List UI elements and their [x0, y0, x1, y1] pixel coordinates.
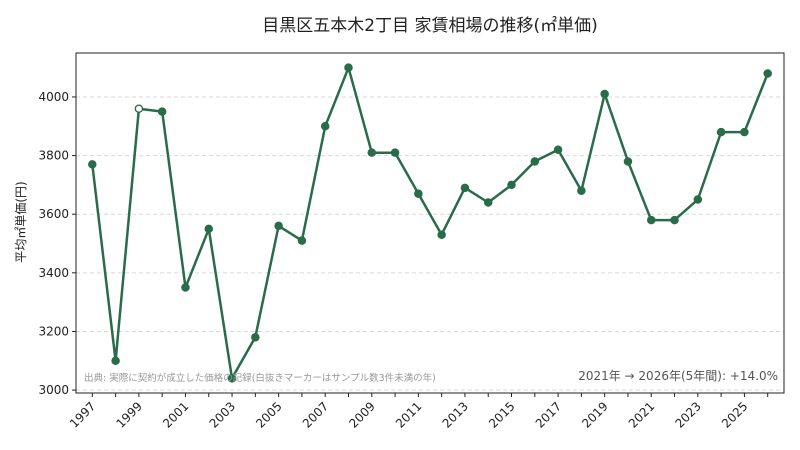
x-tick-label-2005: 2005 [253, 399, 284, 430]
data-point-2023 [693, 195, 703, 204]
data-point-2001 [181, 283, 190, 292]
data-point-1998 [111, 356, 120, 366]
data-point-2010 [390, 148, 400, 157]
source-note: 出典: 実際に契約が成立した価格の記録(白抜きマーカーはサンプル数3件未満の年) [84, 372, 436, 384]
data-point-2014 [483, 198, 493, 207]
data-point-2007 [320, 122, 330, 131]
x-tick-label-2007: 2007 [300, 399, 331, 430]
data-point-2011 [414, 189, 423, 198]
data-point-1999 [134, 104, 144, 113]
y-tick-label-3400: 3400 [38, 266, 69, 280]
y-axis-label: 平均㎡単価(円) [14, 181, 28, 262]
x-tick-label-2019: 2019 [579, 399, 610, 430]
data-point-2024 [716, 127, 726, 137]
data-point-2005 [274, 221, 283, 231]
data-point-2019 [600, 89, 609, 99]
data-point-2021 [647, 215, 656, 225]
data-point-2013 [460, 183, 470, 193]
x-tick-label-1999: 1999 [114, 399, 145, 430]
data-point-2006 [297, 236, 307, 245]
x-tick-label-2023: 2023 [672, 399, 703, 430]
x-tick-label-2011: 2011 [393, 399, 424, 430]
data-point-2020 [623, 157, 633, 166]
y-tick-label-4000: 4000 [38, 90, 69, 104]
data-point-2012 [437, 230, 446, 239]
data-point-2003 [227, 374, 237, 383]
data-point-2016 [530, 157, 540, 166]
data-point-2009 [367, 148, 377, 157]
x-tick-label-2001: 2001 [160, 399, 191, 430]
data-point-2017 [553, 145, 563, 154]
x-tick-label-2013: 2013 [440, 399, 471, 430]
gridlines [76, 96, 784, 391]
data-point-2026 [763, 69, 772, 78]
chart-title: 目黒区五本木2丁目 家賃相場の推移(㎡単価) [262, 16, 597, 36]
data-point-1997 [88, 160, 97, 169]
plot-frame [75, 52, 785, 394]
data-point-2018 [577, 186, 586, 196]
series-rent-per-sqm [88, 63, 772, 383]
x-tick-label-2025: 2025 [719, 399, 750, 430]
data-point-2015 [507, 180, 516, 190]
change-summary: 2021年 → 2026年(5年間): +14.0% [578, 369, 778, 383]
x-tick-label-2003: 2003 [207, 399, 238, 430]
x-tick-label-2009: 2009 [346, 399, 377, 430]
x-tick-label-2015: 2015 [486, 399, 517, 430]
y-tick-label-3600: 3600 [38, 207, 69, 221]
y-tick-label-3800: 3800 [38, 149, 69, 163]
data-point-2022 [670, 215, 679, 225]
x-tick-label-2017: 2017 [533, 399, 564, 430]
data-point-2025 [740, 127, 749, 137]
x-axis-ticks: 1997 1999 2001 2003 2005 2007 2009 2011 2013 2015… [67, 393, 769, 431]
y-tick-label-3000: 3000 [38, 383, 69, 397]
data-point-2000 [157, 107, 167, 116]
data-point-2008 [344, 63, 353, 72]
x-tick-label-2021: 2021 [626, 399, 657, 430]
y-tick-label-3200: 3200 [38, 324, 69, 338]
y-axis-ticks: 3000 3200 3400 3600 3800 4000 [38, 90, 76, 397]
data-point-2002 [204, 224, 213, 234]
data-point-2004 [251, 333, 260, 342]
x-tick-label-1997: 1997 [67, 399, 98, 430]
